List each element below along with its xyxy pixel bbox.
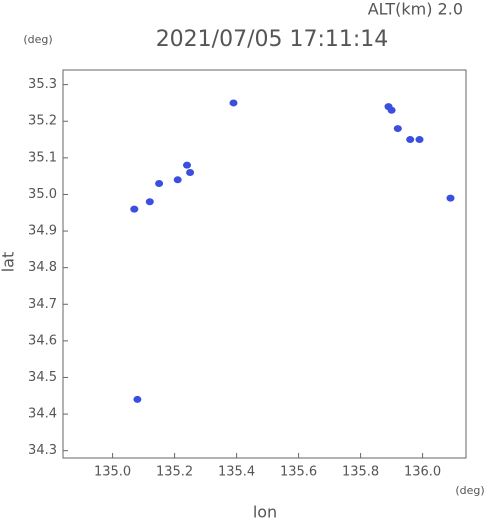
x-tick-label: 135.0 [94, 465, 131, 480]
y-tick-label: 34.7 [28, 297, 57, 312]
y-tick-label: 35.0 [28, 187, 57, 202]
y-tick-label: 34.6 [28, 333, 57, 348]
x-tick-label: 135.4 [218, 465, 255, 480]
echo-point [173, 176, 182, 184]
echo-point [393, 125, 402, 133]
echo-point [130, 205, 139, 213]
y-unit: (deg) [23, 33, 52, 46]
y-tick-label: 34.5 [28, 370, 57, 385]
echo-point [145, 198, 154, 206]
y-tick-label: 35.2 [28, 114, 57, 129]
echo-point [229, 99, 238, 107]
y-tick-label: 35.3 [28, 77, 57, 92]
x-tick-label: 136.0 [404, 465, 441, 480]
chart-title: 2021/07/05 17:11:14 [156, 27, 389, 52]
y-tick-label: 35.1 [28, 150, 57, 165]
echo-point [446, 194, 455, 202]
x-axis-label: lon [253, 503, 277, 521]
y-tick-label: 34.8 [28, 260, 57, 275]
x-unit: (deg) [455, 484, 484, 497]
echo-point [186, 168, 195, 176]
y-tick-label: 34.9 [28, 224, 57, 239]
x-tick-label: 135.2 [156, 465, 193, 480]
x-tick-label: 135.8 [342, 465, 379, 480]
echo-point [133, 395, 142, 403]
echo-point [155, 179, 164, 187]
y-tick-label: 34.3 [28, 443, 57, 458]
y-axis-label: lat [0, 252, 18, 273]
echo-point [183, 161, 191, 169]
echo-point [415, 136, 424, 144]
subtitle: ALT(km) 2.0 [368, 0, 463, 19]
echo-point [387, 106, 396, 114]
x-tick-label: 135.6 [280, 465, 317, 480]
plot-frame [62, 69, 467, 459]
y-tick-label: 34.4 [28, 407, 57, 422]
echo-point [406, 136, 415, 144]
